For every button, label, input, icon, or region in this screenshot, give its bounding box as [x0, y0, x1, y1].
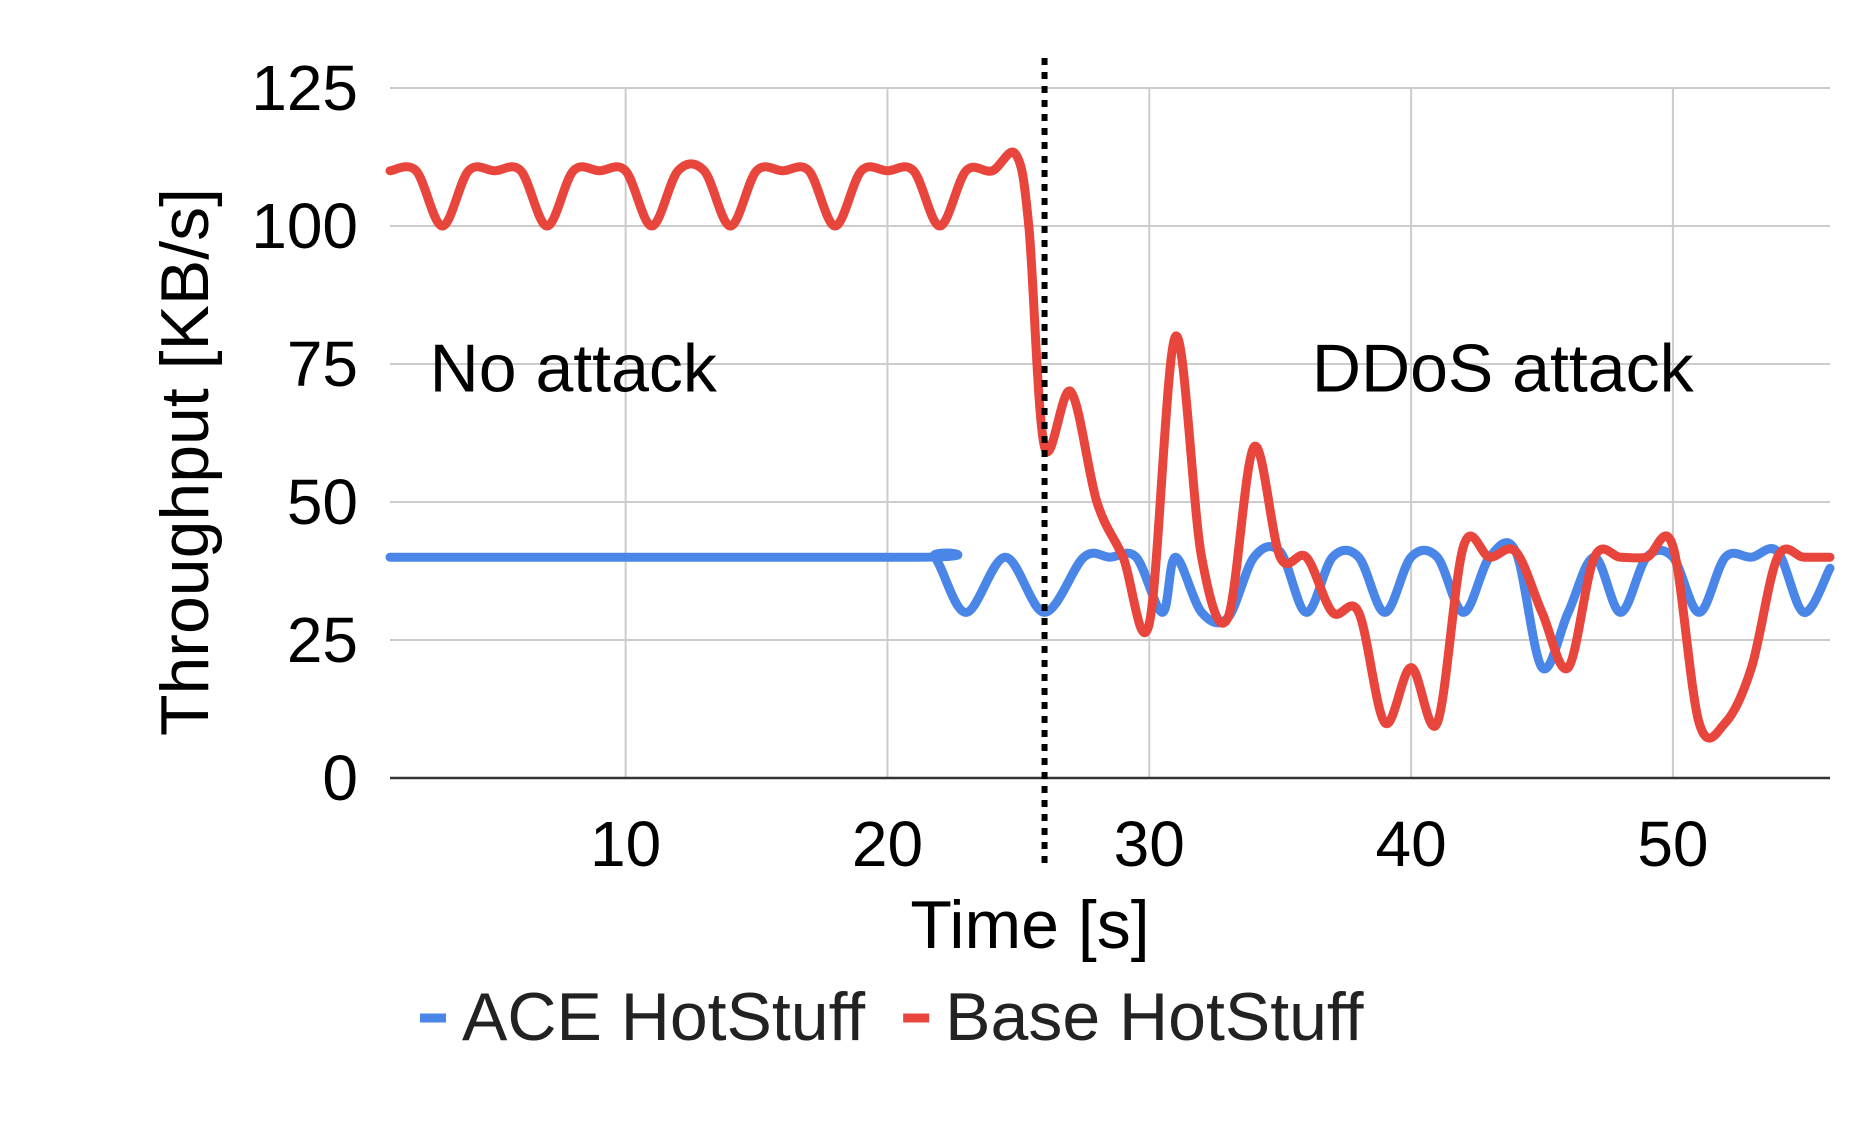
- x-tick-label: 10: [590, 808, 661, 880]
- y-tick-label: 75: [287, 328, 358, 400]
- series-line-base-hotstuff: [385, 147, 1835, 743]
- x-tick-label: 40: [1375, 808, 1446, 880]
- y-tick-label: 0: [322, 742, 358, 814]
- x-tick-label: 20: [852, 808, 923, 880]
- legend: ACE HotStuff Base HotStuff: [420, 979, 1364, 1055]
- legend-label-ace-hotstuff: ACE HotStuff: [462, 979, 865, 1055]
- annotation-label: DDoS attack: [1312, 331, 1695, 407]
- axes: 0 25 50 75 100 125 10 20 30 40 50: [251, 52, 1830, 880]
- x-axis-title: Time [s]: [910, 887, 1149, 963]
- y-tick-label: 50: [287, 466, 358, 538]
- x-tick-label: 50: [1637, 808, 1708, 880]
- series-line-ace-hotstuff: [385, 538, 1835, 674]
- grid: [390, 87, 1830, 778]
- legend-label-base-hotstuff: Base HotStuff: [945, 979, 1363, 1055]
- series-layer: [385, 147, 1835, 743]
- y-tick-label: 100: [251, 190, 358, 262]
- x-tick-label: 30: [1114, 808, 1185, 880]
- y-axis-title: Throughput [KB/s]: [147, 188, 223, 736]
- y-tick-label: 125: [251, 52, 358, 124]
- annotation-layer: No attack DDoS attack: [430, 331, 1695, 407]
- y-tick-label: 25: [287, 604, 358, 676]
- annotation-label: No attack: [430, 331, 718, 407]
